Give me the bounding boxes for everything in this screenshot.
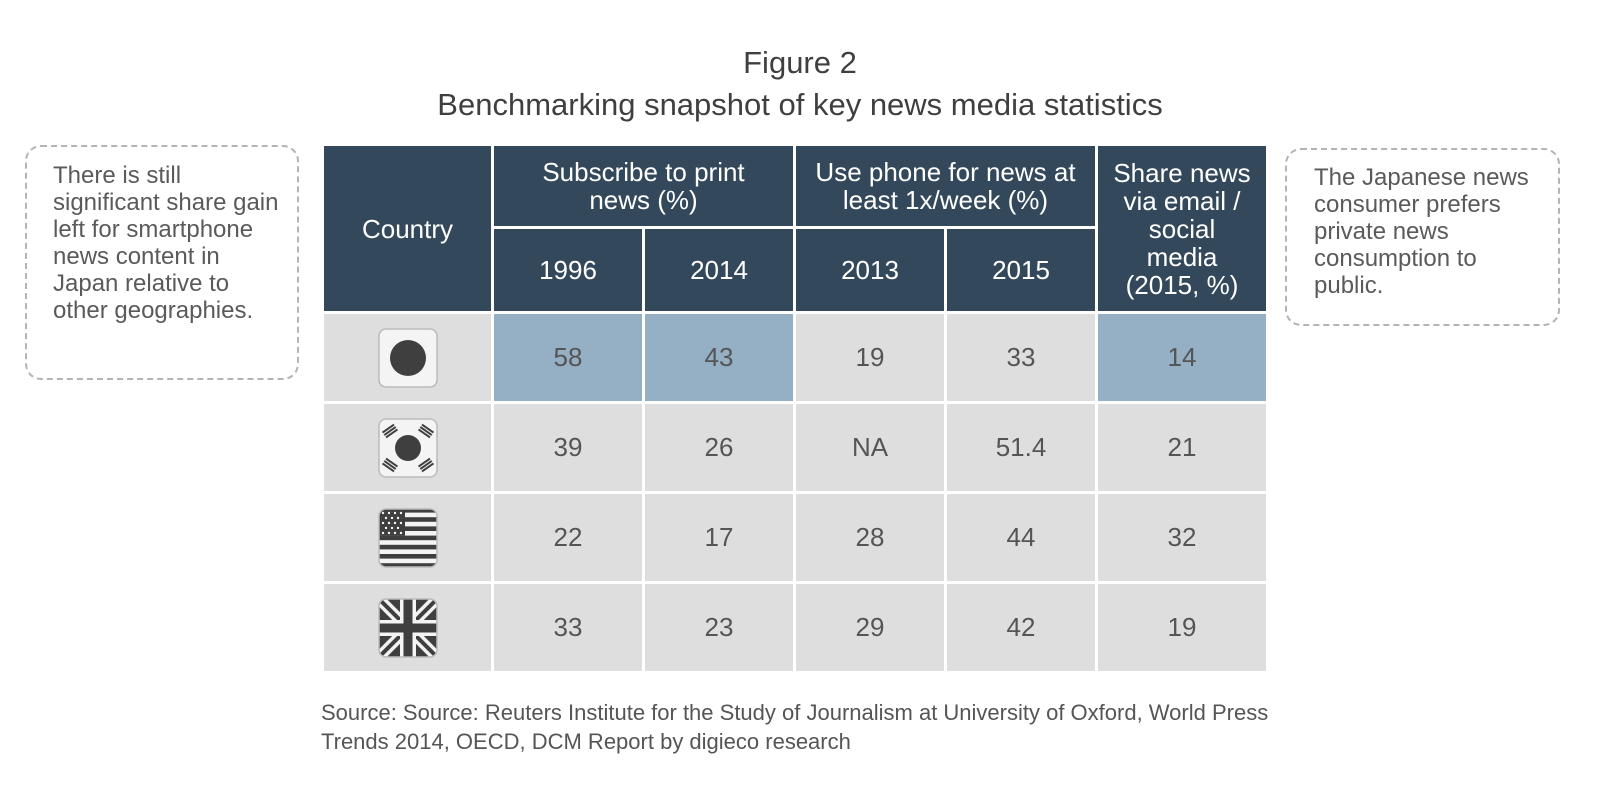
value-2013-cell: 19	[793, 311, 947, 404]
value-1996-cell: 33	[491, 581, 645, 674]
value-2013-cell: NA	[793, 401, 947, 494]
table-row: 39 26 NA 51.4 21	[321, 401, 1269, 494]
value-2013-cell: 29	[793, 581, 947, 674]
table-row: 22 17 28 44 32	[321, 491, 1269, 584]
value-2014-cell: 23	[642, 581, 796, 674]
japan-flag-icon	[324, 327, 491, 388]
value-1996-cell: 22	[491, 491, 645, 584]
value-2014-cell: 17	[642, 491, 796, 584]
country-cell	[321, 311, 494, 404]
country-cell	[321, 491, 494, 584]
value-2015-cell: 44	[944, 491, 1098, 584]
year-2015-header: 2015	[944, 226, 1098, 314]
figure-title: Benchmarking snapshot of key news media …	[437, 87, 1163, 122]
value-share-cell: 32	[1095, 491, 1269, 584]
value-2015-cell: 33	[944, 311, 1098, 404]
value-share-cell: 19	[1095, 581, 1269, 674]
country-cell	[321, 401, 494, 494]
phone-group-header: Use phone for news at least 1x/week (%)	[793, 143, 1098, 229]
value-2014-cell: 26	[642, 401, 796, 494]
usa-flag-icon	[324, 507, 491, 568]
note-left: There is still significant share gain le…	[25, 145, 299, 380]
figure-label: Figure 2	[743, 45, 857, 80]
note-left-text: There is still significant share gain le…	[53, 162, 279, 324]
value-2013-cell: 28	[793, 491, 947, 584]
value-1996-cell: 58	[491, 311, 645, 404]
year-2014-header: 2014	[642, 226, 796, 314]
source-note: Source: Source: Reuters Institute for th…	[321, 700, 1269, 754]
value-1996-cell: 39	[491, 401, 645, 494]
print-group-header: Subscribe to print news (%)	[491, 143, 796, 229]
stats-table: Country Subscribe to print news (%) Use …	[321, 143, 1269, 674]
value-2015-cell: 42	[944, 581, 1098, 674]
value-share-cell: 14	[1095, 311, 1269, 404]
value-share-cell: 21	[1095, 401, 1269, 494]
country-header: Country	[321, 143, 494, 314]
note-right-text: The Japanese news consumer prefers priva…	[1314, 164, 1529, 299]
note-right: The Japanese news consumer prefers priva…	[1285, 148, 1560, 326]
south-korea-flag-icon	[324, 417, 491, 478]
value-2015-cell: 51.4	[944, 401, 1098, 494]
table-row: 58 43 19 33 14	[321, 311, 1269, 404]
share-header: Share news via email / social media (201…	[1095, 143, 1269, 314]
table-row: 33 23 29 42 19	[321, 581, 1269, 674]
country-cell	[321, 581, 494, 674]
year-2013-header: 2013	[793, 226, 947, 314]
value-2014-cell: 43	[642, 311, 796, 404]
uk-flag-icon	[324, 597, 491, 658]
year-1996-header: 1996	[491, 226, 645, 314]
